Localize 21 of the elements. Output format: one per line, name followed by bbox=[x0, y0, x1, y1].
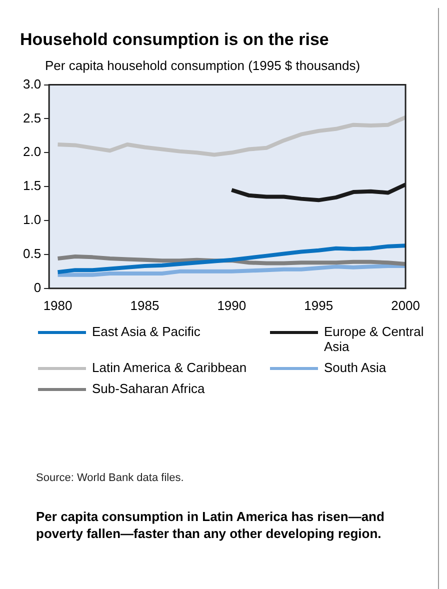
text: Per capita consumption in Latin America has risen—and poverty fallen—faster than any other developing region. bbox=[36, 508, 386, 542]
y-tick-label: 2.5 bbox=[22, 110, 42, 126]
y-tick-label: 1.5 bbox=[22, 178, 42, 194]
x-tick-label: 1995 bbox=[304, 298, 334, 313]
y-tick-label: 0.5 bbox=[22, 246, 42, 262]
y-axis-title: Per capita household consumption (1995 $ thousands) bbox=[45, 58, 360, 73]
legend-label: South Asia bbox=[324, 360, 386, 375]
y-tick-label: 1.0 bbox=[22, 212, 42, 228]
legend-label: Europe & Central Asia bbox=[324, 324, 425, 354]
chart-title: Household consumption is on the rise bbox=[20, 30, 329, 50]
x-tick-label: 1980 bbox=[43, 298, 72, 313]
y-tick-label: 3.0 bbox=[22, 76, 42, 92]
x-tick-label: 2000 bbox=[391, 298, 420, 313]
legend-label: Latin America & Caribbean bbox=[92, 360, 247, 375]
legend-label: East Asia & Pacific bbox=[92, 324, 200, 339]
x-tick-label: 1990 bbox=[217, 298, 246, 313]
y-tick-label: 0 bbox=[34, 280, 42, 295]
source-note: Source: World Bank data files. bbox=[36, 472, 184, 484]
legend-label: Sub-Saharan Africa bbox=[92, 381, 205, 396]
x-tick-label: 1985 bbox=[130, 298, 160, 313]
y-tick-label: 2.0 bbox=[22, 144, 42, 160]
